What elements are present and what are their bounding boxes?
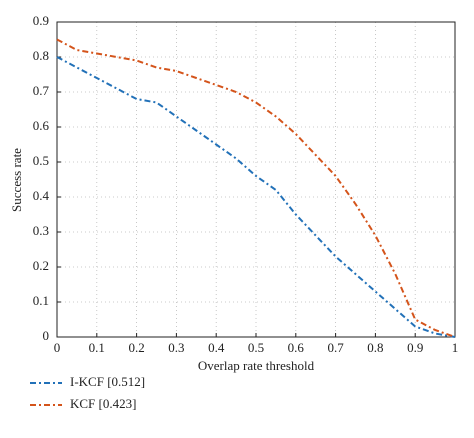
x-tick-label: 1 [452, 340, 459, 355]
y-axis-label: Success rate [9, 148, 24, 212]
series-line [56, 38, 456, 338]
x-tick-label: 0.1 [89, 340, 105, 355]
series-line [56, 56, 456, 338]
y-tick-label: 0.6 [33, 118, 50, 133]
x-axis-label: Overlap rate threshold [198, 358, 315, 373]
y-tick-label: 0.2 [33, 258, 49, 273]
y-tick-label: 0.4 [33, 188, 50, 203]
y-tick-label: 0.1 [33, 293, 49, 308]
y-tick-label: 0 [43, 328, 50, 343]
x-tick-label: 0.6 [288, 340, 305, 355]
plot-frame [56, 21, 456, 338]
x-tick-label: 0.5 [248, 340, 264, 355]
x-tick-label: 0.8 [367, 340, 383, 355]
x-tick-label: 0.9 [407, 340, 423, 355]
x-tick-label: 0.4 [208, 340, 225, 355]
legend-label: I-KCF [0.512] [70, 374, 145, 389]
legend-label: KCF [0.423] [70, 396, 136, 411]
y-tick-label: 0.8 [33, 48, 49, 63]
x-tick-label: 0 [54, 340, 61, 355]
y-tick-label: 0.7 [33, 83, 50, 98]
y-tick-label: 0.3 [33, 223, 49, 238]
x-tick-label: 0.3 [168, 340, 184, 355]
x-tick-label: 0.2 [128, 340, 144, 355]
x-tick-label: 0.7 [327, 340, 344, 355]
y-tick-label: 0.9 [33, 13, 49, 28]
y-tick-label: 0.5 [33, 153, 49, 168]
